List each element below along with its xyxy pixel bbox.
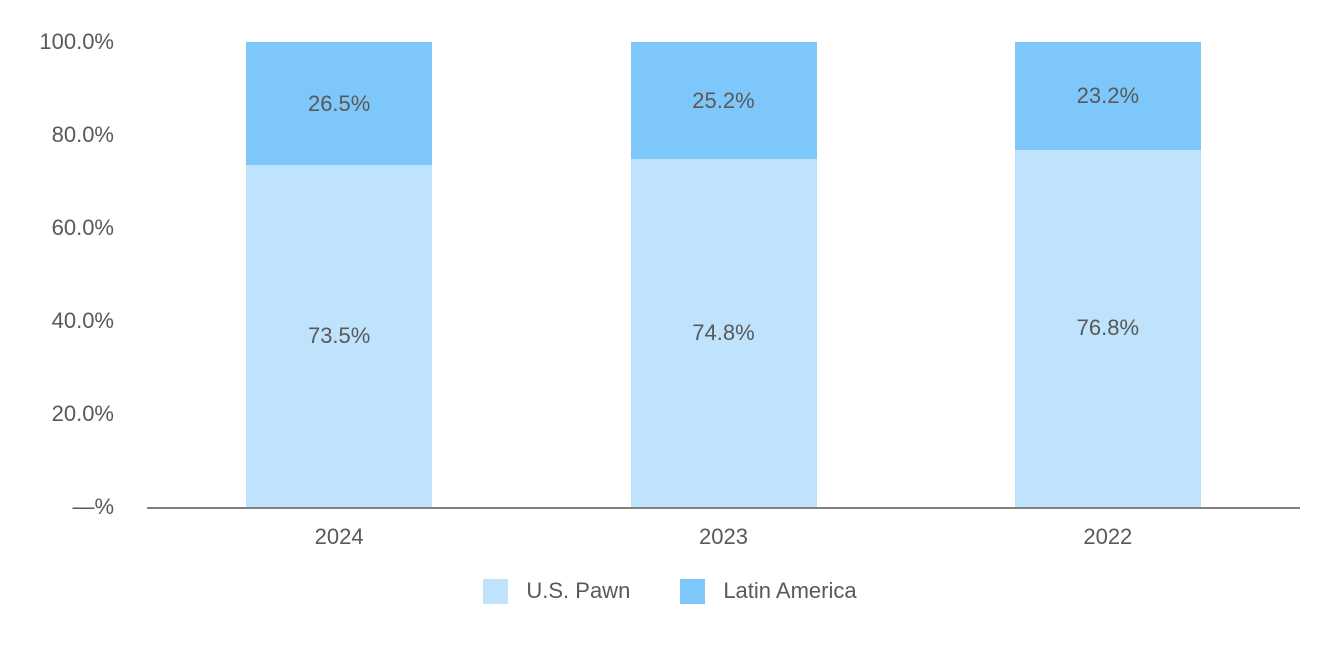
category-label-2022: 2022 bbox=[1083, 524, 1133, 549]
bar-segment-u-s-pawn-2024: 73.5% bbox=[246, 165, 433, 507]
legend-item-latin-america: Latin America bbox=[680, 578, 857, 604]
legend-item-us-pawn: U.S. Pawn bbox=[483, 578, 630, 604]
y-axis: 100.0% 80.0% 60.0% 40.0% 20.0% —% bbox=[0, 0, 114, 650]
y-tick-label-40: 40.0% bbox=[51, 308, 114, 333]
bar-2023: 25.2% 74.8% bbox=[630, 42, 817, 507]
data-label-latin-america-2023: 25.2% bbox=[692, 87, 755, 113]
legend-label-latin-america: Latin America bbox=[723, 578, 857, 603]
category-label-2024: 2024 bbox=[314, 524, 364, 549]
y-tick-label-20: 20.0% bbox=[51, 401, 114, 426]
legend: U.S. Pawn Latin America bbox=[0, 578, 1340, 604]
legend-label-us-pawn: U.S. Pawn bbox=[526, 578, 631, 603]
bar-segment-latin-america-2023: 25.2% bbox=[630, 42, 817, 160]
data-label-latin-america-2022: 23.2% bbox=[1076, 82, 1140, 108]
plot-area: 26.5% 73.5% 2024 25.2% 74.8% 2023 23.2% 76.8% 20… bbox=[147, 42, 1300, 549]
data-label-u-s-pawn-2024: 73.5% bbox=[307, 323, 371, 349]
y-tick-label-60: 60.0% bbox=[51, 215, 114, 240]
bar-segment-latin-america-2022: 23.2% bbox=[1014, 42, 1201, 150]
bar-segment-u-s-pawn-2022: 76.8% bbox=[1014, 149, 1201, 507]
bar-2024: 26.5% 73.5% bbox=[246, 42, 433, 507]
y-tick-label-80: 80.0% bbox=[51, 122, 114, 147]
data-label-u-s-pawn-2023: 74.8% bbox=[692, 320, 755, 346]
category-label-2023: 2023 bbox=[699, 524, 748, 549]
legend-swatch-us-pawn bbox=[483, 578, 509, 604]
data-label-u-s-pawn-2022: 76.8% bbox=[1076, 315, 1140, 341]
bar-2022: 23.2% 76.8% bbox=[1014, 42, 1201, 507]
y-tick-label-100: 100.0% bbox=[39, 29, 114, 54]
legend-swatch-latin-america bbox=[680, 578, 706, 604]
y-tick-label-0: —% bbox=[72, 494, 114, 519]
data-label-latin-america-2024: 26.5% bbox=[307, 90, 371, 116]
bar-segment-u-s-pawn-2023: 74.8% bbox=[630, 159, 817, 507]
bar-segment-latin-america-2024: 26.5% bbox=[246, 42, 433, 166]
